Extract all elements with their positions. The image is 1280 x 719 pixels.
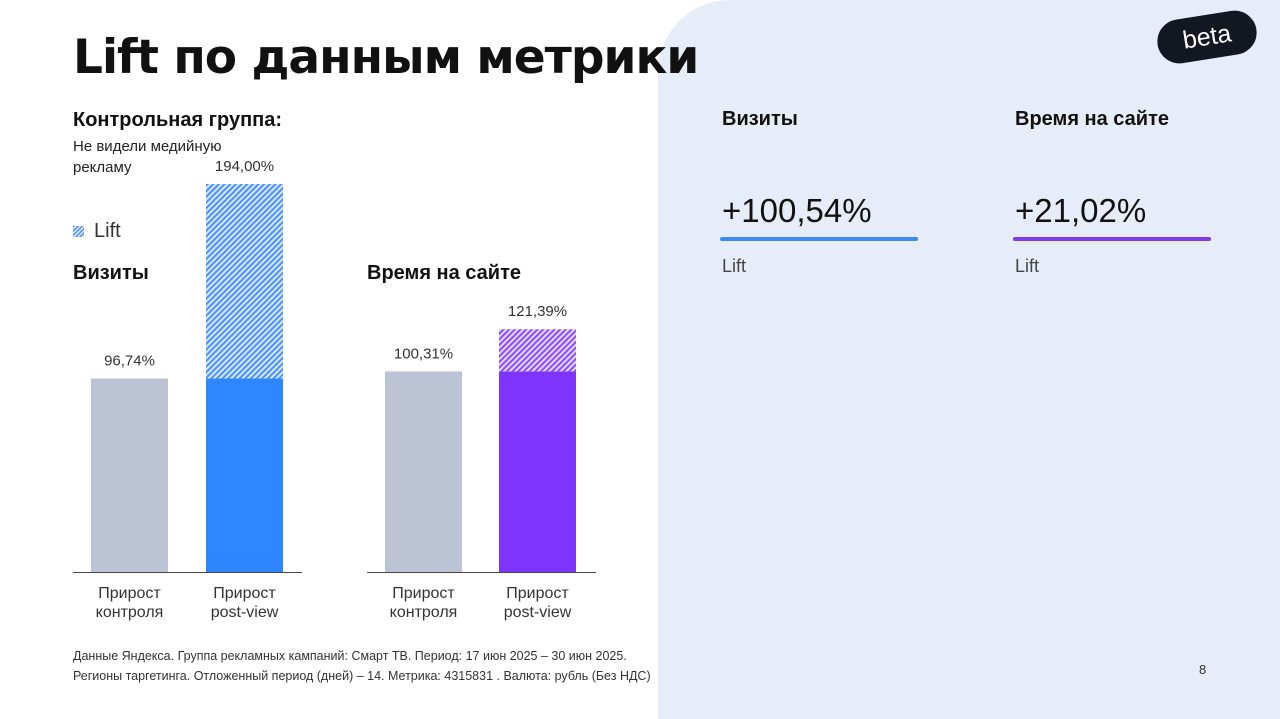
kpi-visits-underline bbox=[720, 237, 918, 241]
value-label-time-1: 121,39% bbox=[508, 303, 567, 320]
footnote: Данные Яндекса. Группа рекламных кампани… bbox=[73, 646, 653, 686]
bar-postview-lift-visits bbox=[206, 184, 283, 379]
bar-postview-lift-time bbox=[499, 329, 576, 372]
bar-control-visits bbox=[91, 378, 168, 572]
category-label-time-0-0: Прирост bbox=[392, 585, 455, 602]
bar-control-time bbox=[385, 371, 462, 572]
kpi-time-underline bbox=[1013, 237, 1211, 241]
legend-label: Lift bbox=[94, 220, 121, 242]
bar-charts: 96,74% 194,00% Прирост контроля Прирост post-… bbox=[73, 158, 596, 621]
category-label-time-1-1: post-view bbox=[504, 604, 572, 621]
kpi-time-label: Время на сайте bbox=[1015, 108, 1170, 130]
chart-title-visits: Визиты bbox=[73, 262, 149, 284]
kpi-visits-label: Визиты bbox=[722, 108, 798, 130]
kpi-time-value: +21,02% bbox=[1015, 192, 1147, 229]
kpi-time-sub: Lift bbox=[1015, 256, 1040, 276]
chart-title-time: Время на сайте bbox=[367, 262, 522, 284]
category-label-visits-0-0: Прирост bbox=[98, 585, 161, 602]
category-label-time-1-0: Прирост bbox=[506, 585, 569, 602]
control-group-description: Не видели медийную рекламу bbox=[73, 138, 222, 176]
legend-swatch bbox=[73, 226, 84, 237]
control-group-heading: Контрольная группа: bbox=[73, 109, 283, 131]
legend: Lift bbox=[73, 220, 121, 243]
page-title: Lift по данным метрики bbox=[73, 30, 699, 85]
category-label-time-0-1: контроля bbox=[390, 604, 458, 621]
kpi-visits-sub: Lift bbox=[722, 256, 747, 276]
value-label-time-0: 100,31% bbox=[394, 345, 453, 362]
right-panel bbox=[658, 0, 1280, 719]
value-label-visits-1: 194,00% bbox=[215, 158, 274, 175]
footnote-line-1: Данные Яндекса. Группа рекламных кампани… bbox=[73, 649, 627, 663]
category-label-visits-1-0: Прирост bbox=[213, 585, 276, 602]
kpi-visits-value: +100,54% bbox=[722, 192, 872, 229]
footnote-line-2: Регионы таргетинга. Отложенный период (д… bbox=[73, 669, 651, 683]
bar-postview-base-visits bbox=[206, 378, 283, 572]
category-label-visits-1-1: post-view bbox=[211, 604, 279, 621]
bar-postview-base-time bbox=[499, 371, 576, 572]
value-label-visits-0: 96,74% bbox=[104, 353, 155, 370]
category-label-visits-0-1: контроля bbox=[96, 604, 164, 621]
page-number: 8 bbox=[1199, 662, 1207, 677]
